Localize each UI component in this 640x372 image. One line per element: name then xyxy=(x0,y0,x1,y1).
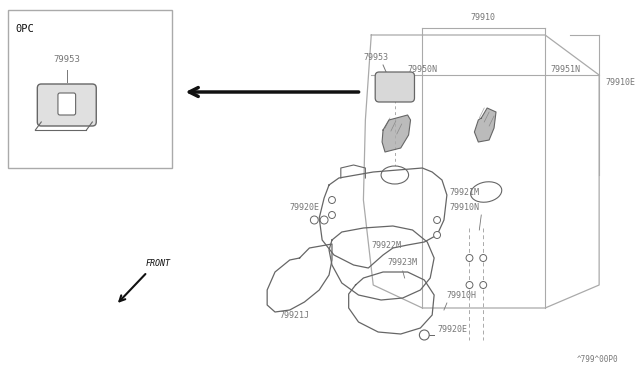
Circle shape xyxy=(419,330,429,340)
Text: 79923M: 79923M xyxy=(388,258,418,267)
Circle shape xyxy=(480,282,486,289)
Circle shape xyxy=(466,282,473,289)
Text: FRONT: FRONT xyxy=(145,259,170,268)
Text: 79920E: 79920E xyxy=(290,203,320,212)
Text: 79950N: 79950N xyxy=(408,65,438,74)
Circle shape xyxy=(480,254,486,262)
Text: 79921J: 79921J xyxy=(280,311,310,320)
Text: 79910E: 79910E xyxy=(605,78,635,87)
Polygon shape xyxy=(382,115,410,152)
Circle shape xyxy=(328,212,335,218)
Circle shape xyxy=(328,196,335,203)
Circle shape xyxy=(434,217,440,224)
Text: 79910: 79910 xyxy=(471,13,496,22)
Text: 79910N: 79910N xyxy=(450,203,480,212)
Text: ^799^00P0: ^799^00P0 xyxy=(577,355,619,364)
Text: 0PC: 0PC xyxy=(16,24,35,34)
Bar xyxy=(8,10,172,168)
Polygon shape xyxy=(474,108,496,142)
FancyBboxPatch shape xyxy=(375,72,415,102)
Text: 79920E: 79920E xyxy=(437,325,467,334)
Text: 79951N: 79951N xyxy=(550,65,580,74)
Text: 79922M: 79922M xyxy=(371,241,401,250)
Circle shape xyxy=(434,231,440,238)
Circle shape xyxy=(466,254,473,262)
Ellipse shape xyxy=(470,182,502,202)
Ellipse shape xyxy=(381,166,408,184)
FancyBboxPatch shape xyxy=(58,93,76,115)
Text: 79953: 79953 xyxy=(364,53,388,62)
Text: 79953: 79953 xyxy=(53,55,80,64)
Text: 79921M: 79921M xyxy=(450,188,480,197)
Circle shape xyxy=(310,216,318,224)
Text: 79910H: 79910H xyxy=(447,291,477,300)
Circle shape xyxy=(320,216,328,224)
FancyBboxPatch shape xyxy=(37,84,96,126)
